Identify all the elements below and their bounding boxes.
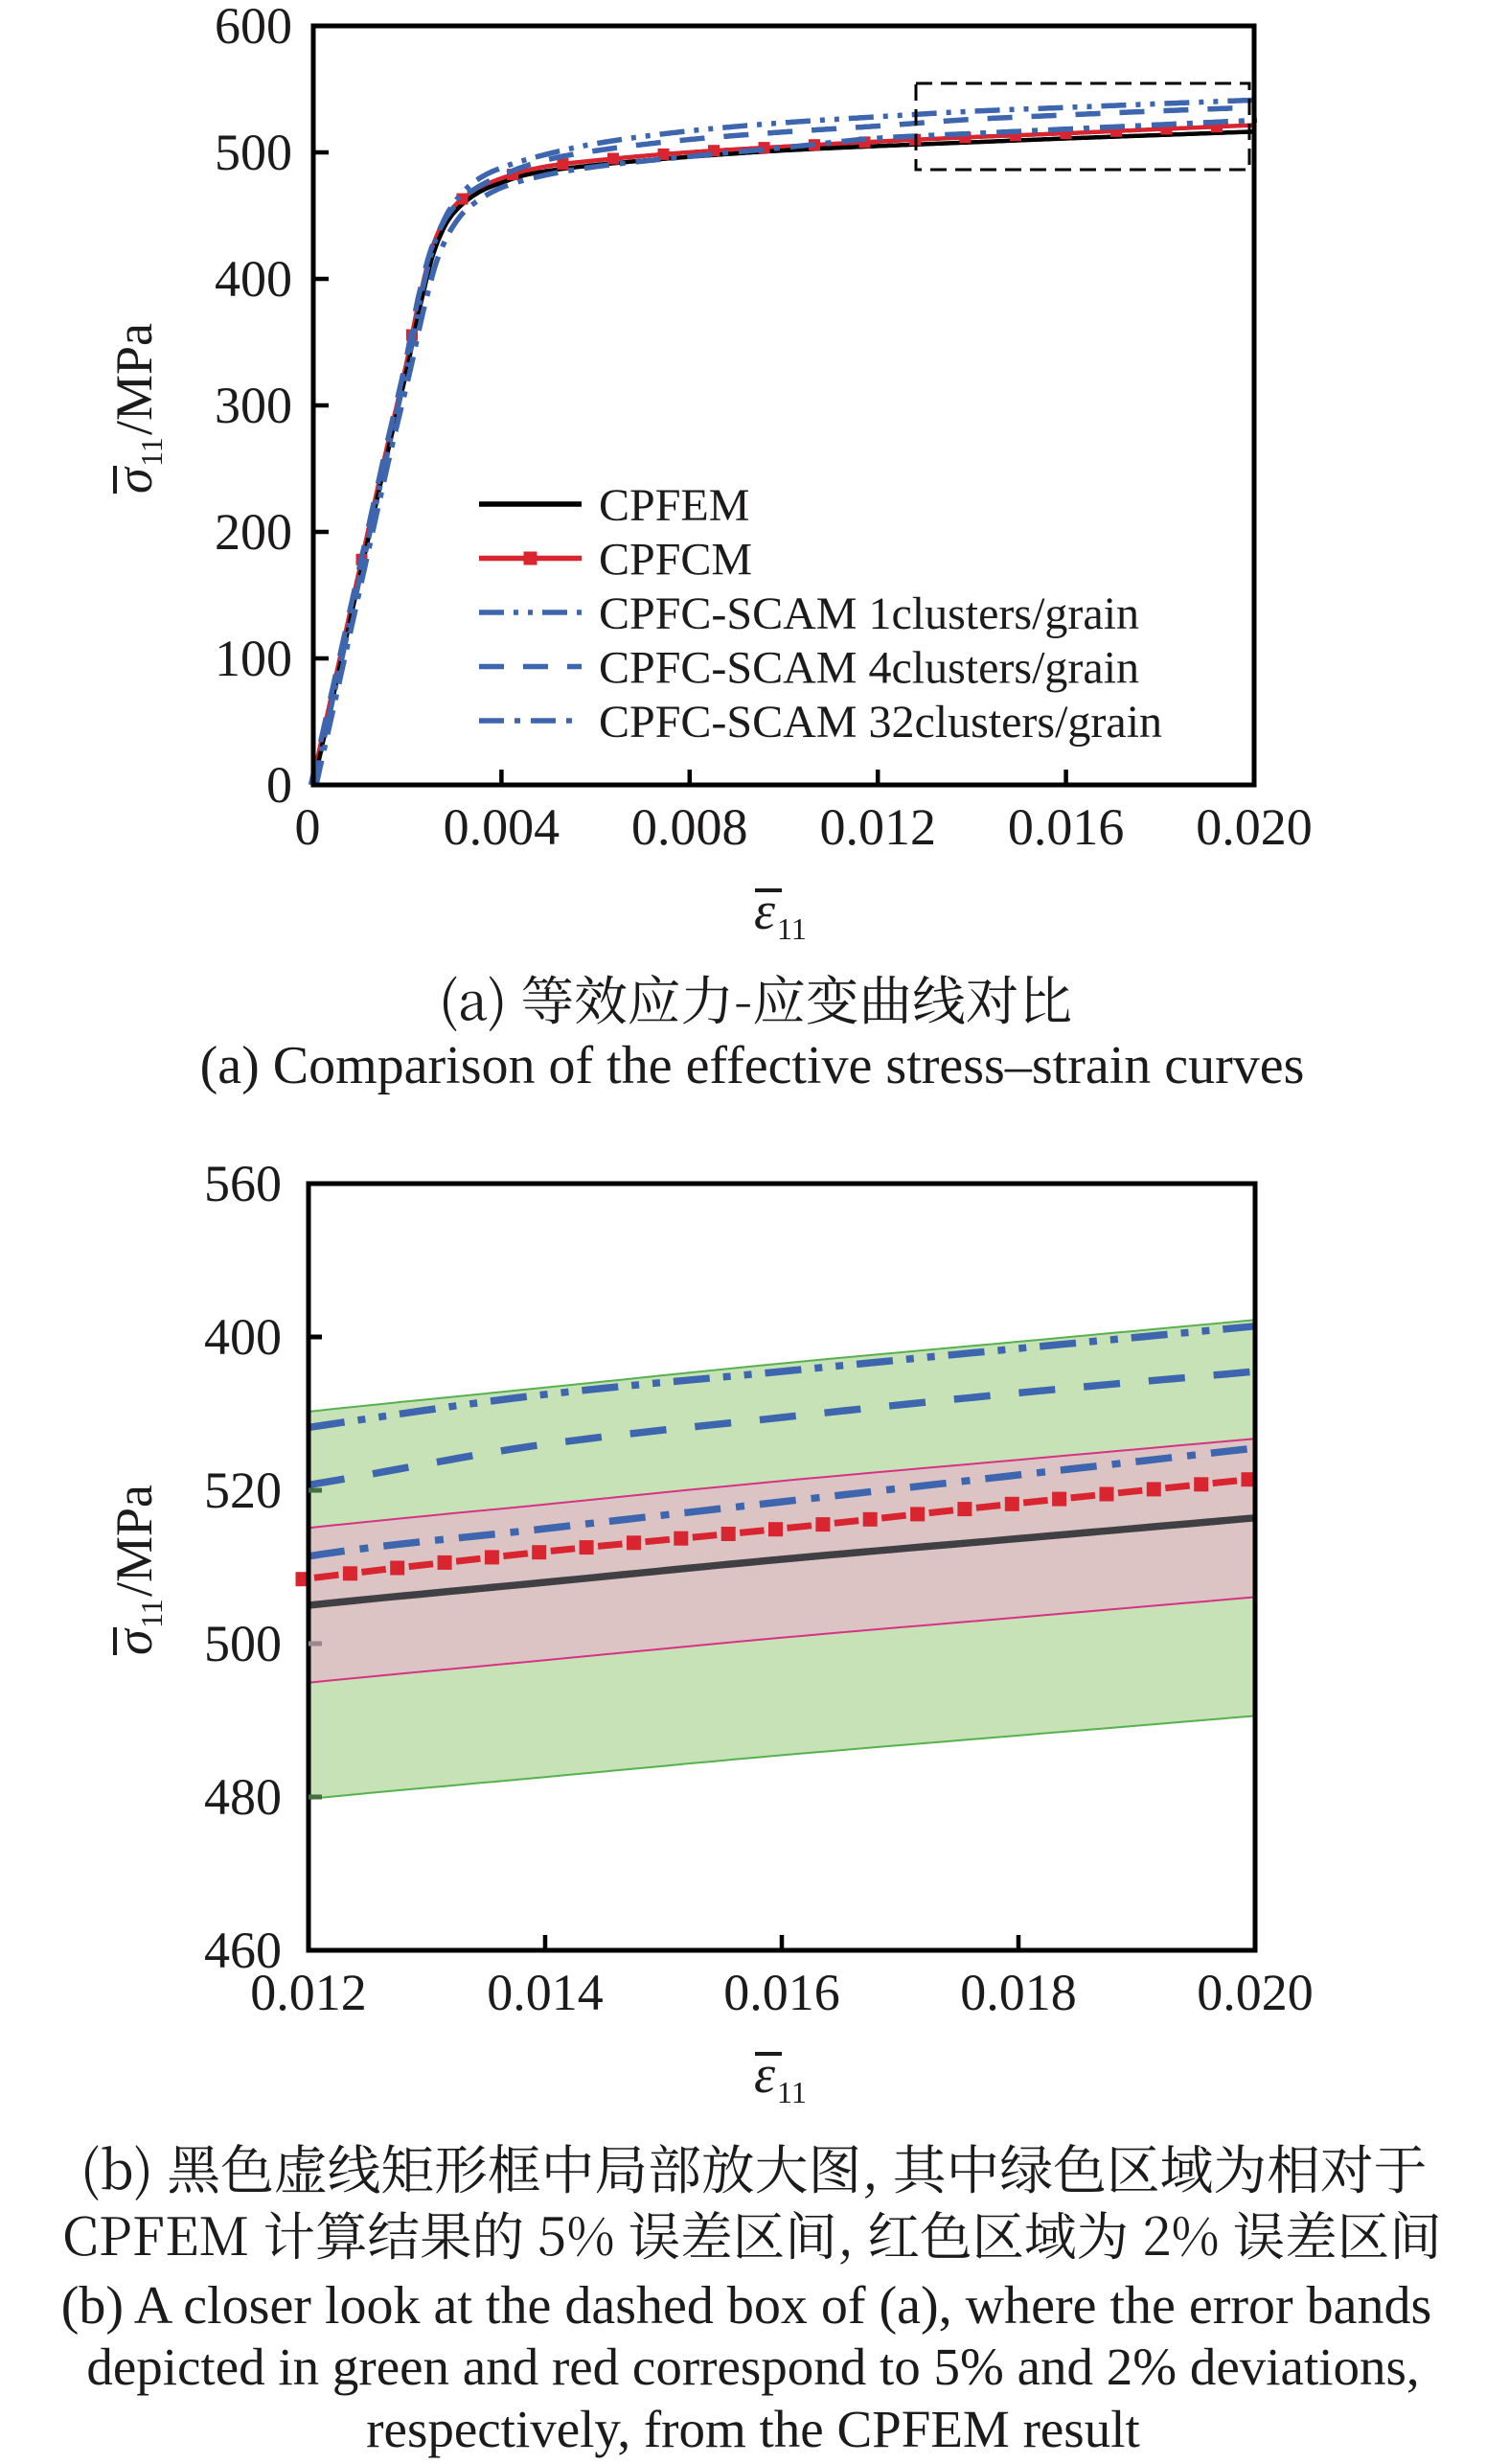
svg-text:0: 0 [266,756,292,814]
svg-text:ε: ε [754,2045,776,2105]
svg-text:460: 460 [204,1922,282,1979]
svg-text:300: 300 [215,377,292,434]
svg-text:100: 100 [215,630,292,687]
svg-text:respectively, from the CPFEM r: respectively, from the CPFEM result [366,2400,1140,2458]
svg-text:CPFC-SCAM 4clusters/grain: CPFC-SCAM 4clusters/grain [599,643,1139,694]
svg-text:500: 500 [215,124,292,181]
svg-text:0.018: 0.018 [960,1964,1077,2021]
svg-text:600: 600 [215,0,292,55]
svg-text:0.012: 0.012 [819,798,936,856]
svg-text:0.016: 0.016 [723,1964,840,2021]
svg-text:0.016: 0.016 [1008,798,1125,856]
svg-text:11: 11 [134,1599,169,1628]
svg-text:ε: ε [754,882,776,941]
svg-text:/MPa: /MPa [105,323,163,435]
svg-text:11: 11 [134,437,169,467]
svg-text:depicted in green and red corr: depicted in green and red correspond to … [86,2337,1419,2396]
svg-text:0.004: 0.004 [444,798,560,856]
svg-text:0.014: 0.014 [487,1964,604,2021]
svg-text:0.020: 0.020 [1196,798,1313,856]
svg-text:520: 520 [204,1462,282,1519]
svg-text:11: 11 [777,911,807,946]
svg-text:0.020: 0.020 [1197,1964,1314,2021]
svg-text:200: 200 [215,503,292,561]
svg-text:/MPa: /MPa [105,1485,163,1597]
svg-text:11: 11 [777,2075,807,2109]
svg-text:0: 0 [295,798,321,856]
svg-text:CPFC-SCAM 32clusters/grain: CPFC-SCAM 32clusters/grain [599,697,1162,748]
svg-text:400: 400 [215,250,292,308]
svg-text:CPFC-SCAM 1clusters/grain: CPFC-SCAM 1clusters/grain [599,588,1139,639]
svg-text:480: 480 [204,1768,282,1826]
svg-text:500: 500 [204,1615,282,1672]
svg-text:(a) Comparison of the effectiv: (a) Comparison of the effective stress–s… [200,1036,1305,1095]
svg-text:0.012: 0.012 [250,1964,367,2021]
svg-text:(b) A closer look at the dashe: (b) A closer look at the dashed box of (… [61,2276,1432,2336]
svg-text:CPFEM: CPFEM [599,480,749,531]
svg-text:560: 560 [204,1155,282,1212]
svg-text:CPFCM: CPFCM [599,535,752,586]
svg-text:400: 400 [204,1308,282,1366]
svg-text:0.008: 0.008 [631,798,748,856]
